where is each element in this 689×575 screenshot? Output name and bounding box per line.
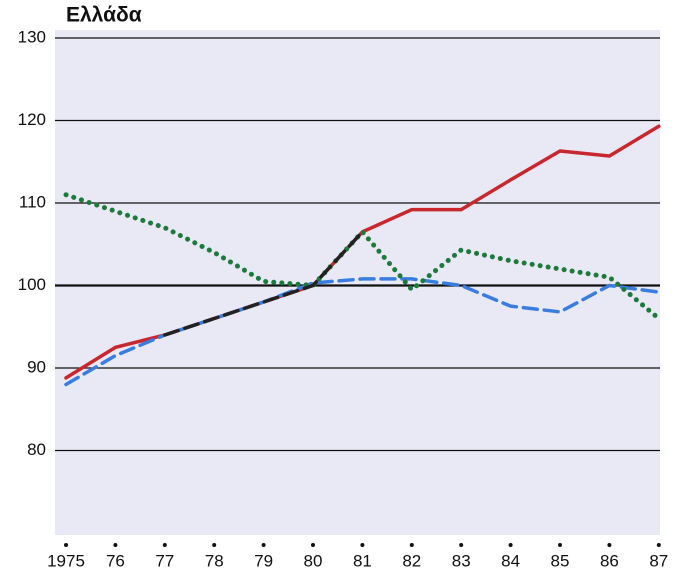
- x-tick-label: 77: [155, 551, 174, 570]
- x-tick-label: 1975: [47, 551, 85, 570]
- y-tick-label: 100: [18, 275, 46, 294]
- x-tick-mark: [558, 543, 562, 547]
- series-line: [63, 192, 662, 321]
- x-tick-mark: [113, 543, 118, 547]
- x-tick-mark: [212, 543, 217, 547]
- x-tick-label: 80: [304, 551, 323, 570]
- y-tick-label: 120: [18, 110, 46, 129]
- x-tick-label: 79: [254, 551, 273, 570]
- plot-background: [55, 30, 660, 535]
- x-tick-label: 78: [205, 551, 224, 570]
- x-tick-label: 81: [353, 551, 372, 570]
- x-tick-mark: [360, 543, 365, 547]
- x-tick-label: 82: [402, 551, 421, 570]
- x-tick-mark: [459, 543, 464, 547]
- x-tick-label: 85: [551, 551, 570, 570]
- x-tick-mark: [261, 543, 266, 547]
- x-tick-mark: [64, 543, 68, 547]
- x-tick-label: 76: [106, 551, 125, 570]
- x-tick-label: 86: [600, 551, 619, 570]
- x-tick-mark: [409, 543, 414, 547]
- x-tick-label: 84: [501, 551, 520, 570]
- x-tick-label: 83: [452, 551, 471, 570]
- x-tick-mark: [656, 543, 661, 547]
- x-tick-mark: [311, 543, 315, 547]
- series-line: [163, 230, 365, 337]
- y-tick-label: 110: [19, 192, 46, 211]
- y-tick-label: 130: [18, 27, 46, 46]
- y-tick-label: 80: [27, 440, 46, 459]
- x-tick-mark: [508, 543, 513, 547]
- y-tick-label: 90: [27, 357, 46, 376]
- x-tick-label: 87: [649, 551, 668, 570]
- x-tick-mark: [162, 543, 167, 547]
- chart-title: Ελλάδα: [66, 4, 142, 27]
- x-tick-mark: [607, 543, 612, 547]
